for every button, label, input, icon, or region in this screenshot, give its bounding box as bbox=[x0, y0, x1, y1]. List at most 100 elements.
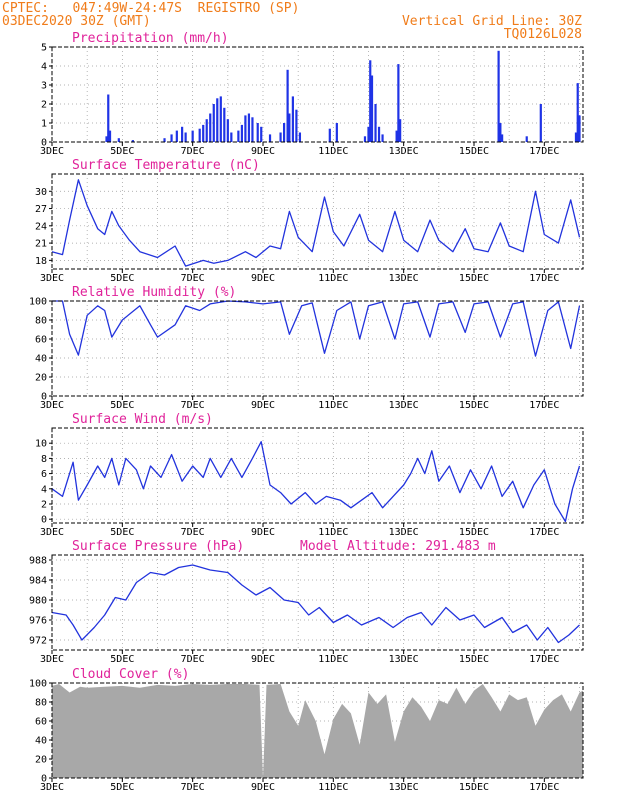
x-tick-label: 9DEC bbox=[251, 527, 275, 538]
precip-bar bbox=[251, 117, 254, 142]
precip-bar bbox=[216, 98, 219, 142]
y-tick-label: 80 bbox=[35, 698, 47, 709]
precip-bar bbox=[574, 132, 578, 142]
precip-bar bbox=[181, 126, 184, 142]
x-tick-label: 3DEC bbox=[40, 527, 64, 538]
x-tick-label: 11DEC bbox=[318, 782, 348, 793]
x-tick-label: 13DEC bbox=[389, 654, 419, 665]
y-tick-label: 21 bbox=[35, 239, 47, 250]
precip-bar bbox=[282, 123, 286, 142]
y-tick-label: 0 bbox=[41, 138, 47, 149]
precip-bar bbox=[184, 132, 187, 142]
precip-bar bbox=[256, 123, 259, 142]
precip-bar bbox=[240, 124, 243, 142]
y-tick-label: 0 bbox=[41, 515, 47, 526]
precip-bar bbox=[363, 136, 367, 142]
y-tick-label: 3 bbox=[41, 81, 47, 92]
x-tick-label: 15DEC bbox=[459, 146, 489, 157]
panel-frame bbox=[51, 554, 584, 651]
x-tick-label: 5DEC bbox=[110, 654, 134, 665]
x-tick-label: 5DEC bbox=[110, 146, 134, 157]
precip-bar bbox=[298, 132, 302, 142]
y-tick-label: 972 bbox=[29, 636, 47, 647]
x-tick-label: 15DEC bbox=[459, 782, 489, 793]
x-tick-label: 7DEC bbox=[181, 273, 205, 284]
panel-frame bbox=[51, 173, 584, 270]
x-tick-label: 5DEC bbox=[110, 273, 134, 284]
x-tick-label: 15DEC bbox=[459, 527, 489, 538]
precip-bar bbox=[369, 60, 372, 142]
x-tick-label: 3DEC bbox=[40, 654, 64, 665]
panel-4: 972 976 980 984 988 3DEC 5DEC 7DEC 9DEC 11DEC 13DE… bbox=[29, 539, 584, 665]
y-tick-label: 988 bbox=[29, 556, 47, 567]
precip-bar bbox=[576, 83, 579, 142]
y-tick-label: 8 bbox=[41, 454, 47, 465]
panel-5: 0 20 40 60 80 100 3DEC 5DEC 7DEC 9DEC 11DEC 13DEC 15… bbox=[29, 667, 584, 793]
y-tick-label: 5 bbox=[41, 43, 47, 54]
x-tick-label: 11DEC bbox=[318, 527, 348, 538]
precip-bar bbox=[205, 119, 208, 142]
panel-3: 0 2 4 6 8 10 3DEC 5DEC 7DEC 9DEC 11DEC 13DEC 15DEC 17… bbox=[35, 412, 584, 538]
y-tick-label: 40 bbox=[35, 354, 47, 365]
precip-bar bbox=[223, 107, 226, 142]
y-tick-label: 4 bbox=[41, 484, 47, 495]
precip-bar bbox=[268, 134, 272, 142]
x-tick-label: 17DEC bbox=[529, 527, 559, 538]
chart-panels: 0 1 2 3 4 5 3DEC 5DEC 7DEC 9DEC 11DEC 13DEC 15DEC 17D… bbox=[29, 31, 584, 793]
y-tick-label: 100 bbox=[29, 297, 47, 308]
precip-bar bbox=[499, 123, 502, 142]
precip-bar bbox=[501, 134, 504, 142]
x-tick-label: 3DEC bbox=[40, 146, 64, 157]
precip-bar bbox=[107, 94, 110, 142]
panel-0: 0 1 2 3 4 5 3DEC 5DEC 7DEC 9DEC 11DEC 13DEC 15DEC 17D… bbox=[40, 31, 584, 157]
x-tick-label: 17DEC bbox=[529, 782, 559, 793]
x-tick-label: 15DEC bbox=[459, 654, 489, 665]
x-tick-label: 5DEC bbox=[110, 527, 134, 538]
y-tick-label: 980 bbox=[29, 596, 47, 607]
precip-bar bbox=[191, 130, 194, 142]
y-tick-label: 60 bbox=[35, 335, 47, 346]
series-line-3 bbox=[51, 441, 581, 523]
y-tick-label: 984 bbox=[29, 576, 47, 587]
precip-bar bbox=[212, 104, 215, 142]
precip-bar bbox=[260, 126, 263, 142]
y-tick-label: 20 bbox=[35, 755, 47, 766]
x-tick-label: 9DEC bbox=[251, 146, 275, 157]
panel-2: 0 20 40 60 80 100 3DEC 5DEC 7DEC 9DEC 11DEC 13DEC 15… bbox=[29, 285, 584, 411]
precip-bar bbox=[202, 124, 205, 142]
precip-bar bbox=[244, 115, 247, 142]
precip-bar bbox=[328, 128, 331, 142]
x-tick-label: 7DEC bbox=[181, 400, 205, 411]
precip-bar bbox=[230, 132, 233, 142]
precip-bar bbox=[367, 126, 370, 142]
precip-bar bbox=[377, 126, 381, 142]
x-tick-label: 13DEC bbox=[389, 273, 419, 284]
x-tick-label: 13DEC bbox=[389, 146, 419, 157]
x-tick-label: 5DEC bbox=[110, 782, 134, 793]
precip-bar bbox=[397, 64, 400, 142]
x-tick-label: 7DEC bbox=[181, 146, 205, 157]
y-tick-label: 2 bbox=[41, 100, 47, 111]
x-tick-label: 15DEC bbox=[459, 273, 489, 284]
x-tick-label: 13DEC bbox=[389, 527, 419, 538]
precip-bar bbox=[525, 136, 528, 142]
precip-bar bbox=[175, 130, 178, 142]
precip-bar bbox=[374, 104, 377, 142]
precip-bar bbox=[335, 123, 338, 142]
cloud-cover-area bbox=[52, 684, 583, 778]
precip-bar bbox=[381, 134, 384, 142]
x-tick-label: 3DEC bbox=[40, 400, 64, 411]
precip-bar bbox=[288, 113, 291, 142]
panel-title: Surface Pressure (hPa) bbox=[72, 539, 244, 554]
precip-bar bbox=[198, 128, 201, 142]
x-tick-label: 13DEC bbox=[389, 400, 419, 411]
precip-bar bbox=[117, 138, 120, 142]
y-tick-label: 0 bbox=[41, 774, 47, 785]
precip-bar bbox=[105, 136, 108, 142]
y-tick-label: 24 bbox=[35, 221, 47, 232]
series-line-1 bbox=[51, 179, 581, 267]
panel-title: Surface Temperature (nC) bbox=[72, 158, 260, 173]
precip-bar bbox=[219, 96, 222, 142]
forecast-start: 03DEC2020 30Z (GMT) bbox=[2, 14, 151, 29]
